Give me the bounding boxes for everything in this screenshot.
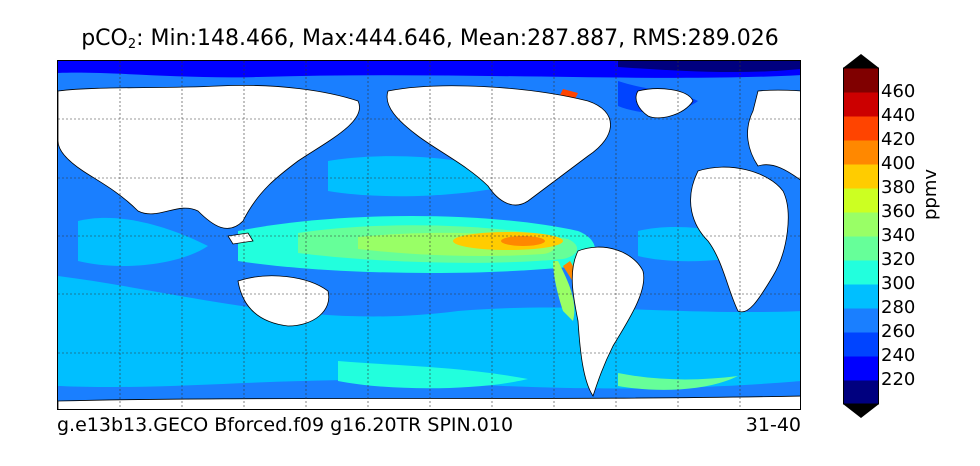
colorbar-swatch <box>843 332 879 357</box>
title-stats: : Min:148.466, Max:444.646, Mean:287.887… <box>136 26 779 51</box>
colorbar-swatch <box>843 92 879 117</box>
colorbar-swatch <box>843 140 879 165</box>
map-panel <box>57 60 801 410</box>
colorbar-over-triangle <box>843 54 879 68</box>
colorbar-tick-label: 260 <box>881 321 916 342</box>
colorbar-tick-label: 360 <box>881 201 916 222</box>
colorbar-tick-label: 380 <box>881 177 916 198</box>
colorbar-tick-label: 340 <box>881 225 916 246</box>
colorbar-swatch <box>843 164 879 189</box>
run-name-label: g.e13b13.GECO Bforced.f09 g16.20TR SPIN.… <box>57 414 514 436</box>
colorbar-swatch <box>843 380 879 405</box>
arctic-darkest <box>618 61 800 73</box>
colorbar-tick-label: 460 <box>881 81 916 102</box>
colorbar-tick-label: 320 <box>881 249 916 270</box>
colorbar-swatch <box>843 116 879 141</box>
years-label: 31-40 <box>745 414 801 436</box>
title-prefix: pCO <box>81 26 128 51</box>
land-africa <box>690 166 789 313</box>
colorbar-swatch <box>843 284 879 309</box>
colorbar-swatch <box>843 236 879 261</box>
land-south-america <box>571 246 645 397</box>
equatorial-peak <box>501 236 545 246</box>
southern-ocean-green <box>338 361 528 389</box>
colorbar-tick-label: 280 <box>881 297 916 318</box>
arctic-deep <box>58 61 800 78</box>
colorbar-tick-label: 440 <box>881 105 916 126</box>
colorbar-unit-label: ppmv <box>920 168 941 220</box>
colorbar-swatch <box>843 212 879 237</box>
title-subscript: 2 <box>127 37 137 52</box>
colorbar-swatch <box>843 68 879 93</box>
map-canvas <box>58 61 800 409</box>
colorbar-tick-label: 400 <box>881 153 916 174</box>
southern-ocean-band <box>58 276 800 389</box>
peru-upwelling-outer <box>553 261 575 321</box>
land-greenland <box>635 88 694 119</box>
land-north-america <box>386 85 611 206</box>
map-title: pCO2: Min:148.466, Max:444.646, Mean:287… <box>0 26 860 52</box>
colorbar <box>843 54 879 418</box>
colorbar-swatch <box>843 260 879 285</box>
indian-ocean-light <box>78 217 208 266</box>
colorbar-border <box>843 67 879 405</box>
gridlines <box>58 61 800 409</box>
colorbar-tick-label: 240 <box>881 345 916 366</box>
colorbar-swatch <box>843 356 879 381</box>
colorbar-under-triangle <box>843 404 879 418</box>
colorbar-swatch <box>843 188 879 213</box>
colorbar-tick-label: 300 <box>881 273 916 294</box>
colorbar-tick-label: 420 <box>881 129 916 150</box>
land-antarctica <box>58 395 800 409</box>
colorbar-tick-label: 220 <box>881 369 916 390</box>
land-eurasia <box>58 84 360 229</box>
land-europe-east <box>747 89 800 181</box>
colorbar-swatch <box>843 308 879 333</box>
land <box>58 84 800 409</box>
